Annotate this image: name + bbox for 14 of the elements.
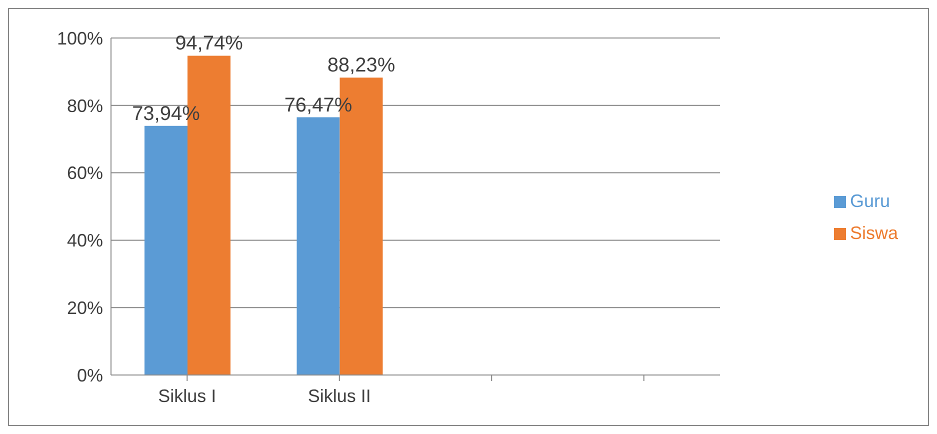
y-tick-label: 100% (56, 28, 103, 48)
legend-label: Siswa (850, 223, 898, 243)
y-tick-label: 20% (66, 298, 103, 318)
data-label: 88,23% (327, 54, 396, 77)
y-tick-label: 60% (66, 163, 103, 184)
y-tick-label: 40% (66, 230, 103, 251)
x-tick-label: Siklus I (158, 386, 216, 406)
bar (144, 126, 188, 375)
y-tick-label: 0% (76, 365, 103, 386)
y-tick-label: 80% (66, 96, 103, 116)
x-tick-label: Siklus II (308, 386, 371, 406)
legend-label: Guru (850, 191, 890, 211)
bar (296, 117, 340, 375)
data-label: 94,74% (175, 32, 244, 55)
